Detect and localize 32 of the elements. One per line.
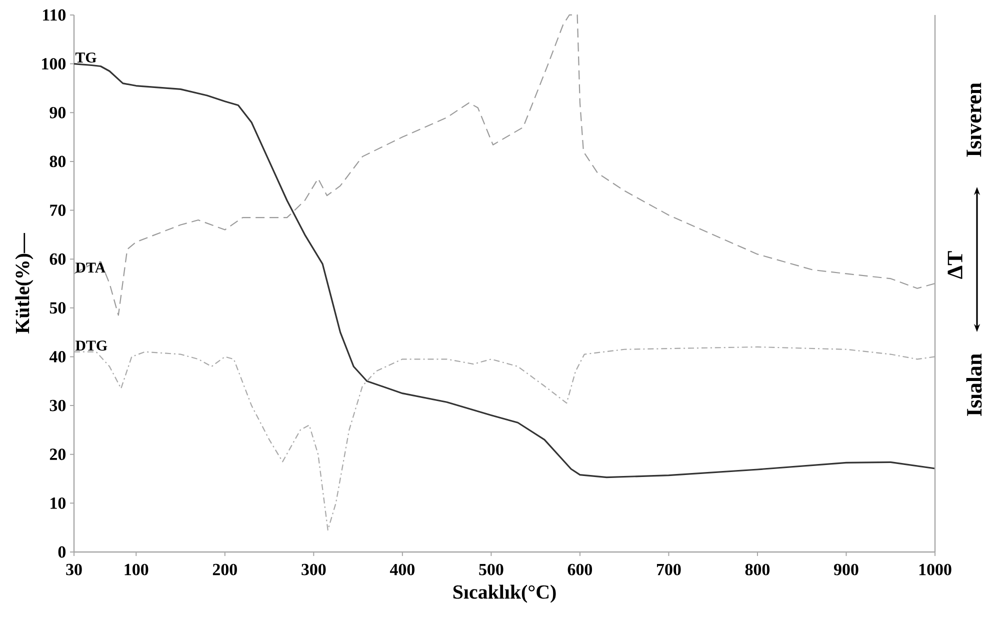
x-tick-label: 30	[66, 564, 82, 576]
text: Isıveren	[966, 82, 982, 157]
y2-axis-title: ΔT	[948, 251, 962, 279]
y-tick-label: 50	[50, 302, 66, 314]
y-tick-label: 90	[50, 106, 66, 118]
x-tick-label: 100	[124, 564, 148, 576]
x-tick-label: 400	[390, 564, 414, 576]
x-axis-title: Sıcaklık(°C)	[453, 584, 556, 603]
y-tick-label: 30	[50, 400, 66, 412]
series-label: DTA	[75, 262, 106, 273]
y-tick-label: 100	[42, 58, 66, 70]
x-tick-label: 300	[302, 564, 326, 576]
x-tick-label: 900	[834, 564, 858, 576]
series-label: TG	[75, 52, 96, 63]
y-tick-label: 110	[43, 9, 66, 21]
y-axis-title: Kütle(%)—	[15, 232, 34, 334]
y-tick-label: 20	[50, 448, 66, 460]
x-tick-label: 600	[568, 564, 592, 576]
series-label: DTG	[75, 340, 108, 351]
x-tick-label: 700	[656, 564, 681, 576]
x-tick-label: 1000	[919, 564, 952, 576]
y-tick-label: 10	[50, 497, 66, 509]
x-tick-label: 800	[745, 564, 770, 576]
x-tick-label: 200	[212, 564, 237, 576]
y-tick-label: 60	[50, 253, 66, 265]
y-tick-label: 70	[50, 204, 66, 216]
line-series	[73, 63, 936, 478]
text: Isıalan	[966, 354, 982, 416]
y-tick-label: 40	[49, 350, 66, 362]
x-tick-label: 500	[479, 564, 504, 576]
y-tick-label: 80	[50, 156, 66, 168]
y-tick-label: 0	[58, 546, 66, 558]
